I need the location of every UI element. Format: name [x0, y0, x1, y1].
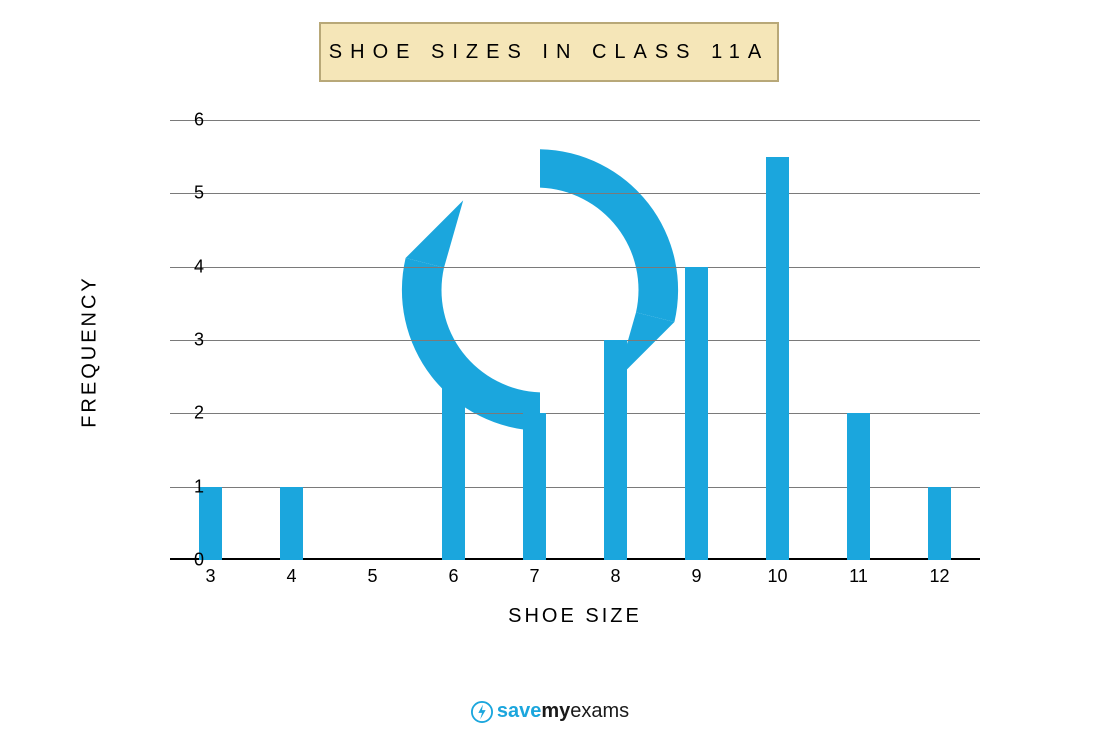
gridline [170, 340, 980, 341]
y-tick-label: 4 [164, 256, 204, 277]
x-tick-label: 4 [267, 566, 317, 587]
bar [604, 340, 627, 560]
x-tick-label: 3 [186, 566, 236, 587]
x-tick-label: 11 [834, 566, 884, 587]
title-banner: SHOE SIZES IN CLASS 11A [319, 22, 779, 82]
bar-chart: FREQUENCY SHOE SIZE 01234563456789101112 [80, 110, 1030, 650]
x-tick-label: 10 [753, 566, 803, 587]
bar [847, 413, 870, 560]
y-tick-label: 3 [164, 330, 204, 351]
y-tick-label: 5 [164, 183, 204, 204]
brand-text-exams: exams [570, 700, 629, 722]
gridline [170, 120, 980, 121]
brand-bolt-icon [471, 701, 493, 723]
bar [928, 487, 951, 560]
x-tick-label: 6 [429, 566, 479, 587]
brand-text-my: my [541, 700, 570, 722]
y-axis-label: FREQUENCY [79, 275, 102, 428]
gridline [170, 267, 980, 268]
footer-brand: savemyexams [0, 700, 1100, 723]
x-axis-label: SHOE SIZE [170, 605, 980, 628]
plot-area [170, 120, 980, 560]
x-tick-label: 8 [591, 566, 641, 587]
y-tick-label: 2 [164, 403, 204, 424]
x-tick-label: 12 [915, 566, 965, 587]
y-tick-label: 6 [164, 110, 204, 131]
gridline [170, 193, 980, 194]
x-tick-label: 9 [672, 566, 722, 587]
bar [766, 157, 789, 560]
y-tick-label: 1 [164, 476, 204, 497]
bar [280, 487, 303, 560]
bar [685, 267, 708, 560]
bar [442, 377, 465, 560]
bar [523, 413, 546, 560]
x-tick-label: 7 [510, 566, 560, 587]
brand-text-save: save [497, 700, 542, 722]
chart-title: SHOE SIZES IN CLASS 11A [329, 41, 769, 64]
x-tick-label: 5 [348, 566, 398, 587]
